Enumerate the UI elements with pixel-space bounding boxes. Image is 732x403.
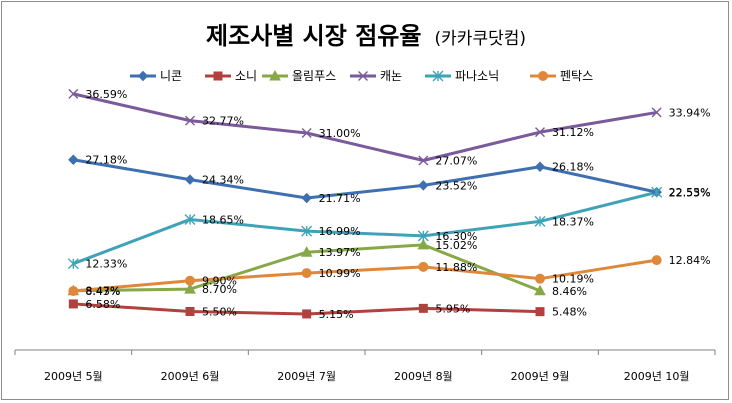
data-point [184,283,196,294]
data-point [651,186,663,198]
data-label: 31.12% [552,126,594,139]
data-point [185,307,195,316]
data-point [417,238,430,250]
data-label: 33.94% [669,106,711,119]
series-line [72,190,658,266]
data-point [302,309,312,319]
data-label: 13.97% [319,246,361,259]
data-label: 31.00% [319,127,361,140]
legend-label: 펜탁스 [560,69,593,83]
data-label: 8.70% [202,283,237,296]
data-point [68,285,79,296]
data-label: 5.95% [435,302,470,315]
x-tick-label: 2009년 10월 [624,370,690,383]
chart-subtitle: (카카쿠닷컴) [435,29,526,49]
data-label: 26.18% [552,161,594,174]
data-point [68,154,79,165]
data-point [301,268,312,279]
data-point [184,174,196,185]
data-point [535,127,545,138]
data-point [418,180,429,191]
data-point [269,69,281,81]
data-point [651,255,662,266]
data-point [358,71,368,81]
data-label: 6.58% [85,298,120,311]
data-label: 10.19% [552,273,594,286]
series-line [73,158,657,200]
legend-label: 올림푸스 [292,69,336,83]
x-tick-label: 2009년 6월 [161,370,220,383]
data-label: 8.43% [85,285,120,298]
data-label: 5.48% [552,306,587,319]
data-label: 32.77% [202,115,244,128]
data-label: 5.15% [319,308,354,321]
data-point [301,225,313,237]
data-point [185,115,195,126]
data-label: 27.18% [85,154,127,167]
data-point [535,307,545,317]
data-point [418,155,429,166]
series-line [72,92,657,163]
data-label: 15.02% [435,239,477,252]
data-label: 5.50% [202,306,237,319]
data-label: 16.99% [319,225,361,238]
data-label: 36.59% [85,88,127,101]
data-label: 16.30% [435,230,477,243]
data-point [68,299,78,309]
data-point [185,275,195,286]
data-point [301,128,312,138]
data-point [534,161,546,172]
data-label: 12.84% [669,254,711,267]
data-point [68,88,79,99]
data-label: 23.52% [435,179,477,192]
series-line [73,258,657,293]
data-point [651,107,662,118]
legend-label: 캐논 [380,69,402,83]
data-label: 11.88% [435,261,477,274]
data-point [301,192,312,204]
chart-legend: 니콘 소니 올림푸스 캐논 파나소닉 펜탁스 [130,69,593,83]
series-markers [67,88,663,319]
data-point [184,213,196,225]
data-label: 12.33% [85,258,127,271]
data-label: 8.46% [552,285,587,298]
data-point [300,246,313,257]
data-point [417,230,429,242]
data-label: 18.65% [202,213,244,226]
data-label: 22.53% [669,186,711,199]
x-tick-label: 2009년 7월 [277,370,336,383]
data-point [432,70,444,82]
data-label: 22.55% [669,186,711,199]
data-label: 9.90% [202,275,237,288]
data-labels: 27.18% 24.34% 21.71% 23.52% 26.18% 22.55% 6.58… [85,88,710,321]
chart-title: 제조사별 시장 점유율 (카카쿠닷컴) [206,22,526,50]
data-point [418,261,429,272]
legend-label: 파나소닉 [455,69,499,83]
data-point [534,284,546,296]
x-tick-label: 2009년 5월 [44,370,103,383]
data-label: 24.34% [202,174,244,187]
data-point [67,258,79,270]
data-point [538,71,548,81]
data-point [535,273,545,284]
data-point [213,71,223,81]
x-axis-ticks: 2009년 5월 2009년 6월 2009년 7월 2009년 8월 2009년 9월… [14,350,716,383]
data-label: 27.07% [435,155,477,168]
data-point [137,70,149,82]
legend-label: 소니 [235,69,257,83]
data-label: 10.99% [319,267,361,280]
data-label: 8.47% [85,285,120,298]
data-point [418,303,428,313]
legend-label: 니콘 [160,69,182,83]
x-tick-label: 2009년 9월 [511,370,570,383]
x-tick-label: 2009년 8월 [394,370,453,383]
data-label: 21.71% [319,192,361,205]
data-point [534,215,546,227]
data-label: 18.37% [552,215,594,228]
chart-title-main: 제조사별 시장 점유율 [206,22,421,50]
